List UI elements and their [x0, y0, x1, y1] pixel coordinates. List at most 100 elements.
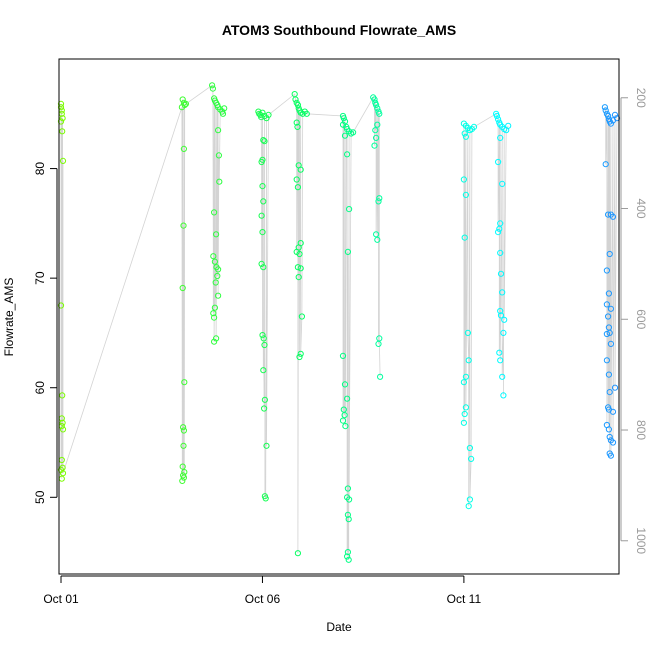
series-trace	[604, 107, 618, 456]
data-point	[606, 389, 613, 396]
data-point	[499, 373, 506, 380]
data-point	[374, 236, 381, 243]
chart-title: ATOM3 Southbound Flowrate_AMS	[222, 22, 456, 38]
data-point	[59, 128, 66, 135]
data-point	[605, 290, 613, 297]
data-point	[260, 137, 267, 144]
data-point	[497, 270, 505, 277]
data-point	[371, 96, 378, 103]
data-point	[59, 419, 66, 426]
y2-tick-label: 600	[634, 309, 648, 329]
data-point	[59, 115, 66, 122]
y-tick-label: 70	[33, 271, 47, 285]
data-point	[497, 312, 505, 319]
x-tick-label: Oct 11	[447, 592, 482, 606]
data-point	[605, 112, 612, 120]
data-point	[59, 426, 67, 433]
data-point	[211, 258, 218, 265]
data-point	[294, 264, 301, 271]
data-point	[373, 101, 380, 109]
data-point	[297, 265, 304, 272]
data-point	[495, 158, 502, 166]
data-point	[265, 111, 272, 119]
data-point	[607, 305, 615, 312]
data-point	[350, 129, 357, 136]
data-point	[497, 307, 504, 315]
data-point	[179, 96, 186, 103]
data-point	[341, 132, 349, 139]
data-point	[611, 111, 619, 119]
data-point	[179, 284, 186, 292]
y-tick-label: 60	[33, 381, 47, 395]
data-point	[371, 142, 378, 149]
data-point	[505, 122, 512, 129]
x-axis: Oct 01 Oct 06 Oct 11	[43, 575, 482, 606]
x-tick-label: Oct 01	[43, 592, 79, 606]
data-point	[605, 371, 613, 378]
data-point	[57, 302, 65, 309]
y2-tick-label: 200	[634, 88, 648, 108]
data-point	[339, 417, 347, 424]
data-point	[258, 158, 265, 166]
data-point	[496, 349, 503, 356]
data-point	[345, 556, 352, 563]
data-point	[466, 496, 473, 503]
data-point	[344, 248, 351, 255]
data-point	[303, 110, 310, 117]
data-point	[340, 115, 347, 122]
series-trace	[463, 113, 509, 507]
data-point	[501, 316, 508, 323]
data-point	[345, 516, 352, 523]
data-point	[461, 410, 468, 418]
data-point	[261, 138, 268, 145]
data-point	[57, 118, 65, 125]
data-point	[180, 222, 187, 229]
data-point	[179, 463, 186, 470]
data-point	[603, 301, 611, 308]
y2-axis: 200 400 600 800 1000	[620, 88, 648, 554]
data-point	[373, 231, 380, 238]
data-point	[605, 313, 612, 320]
data-point	[607, 340, 615, 347]
data-point	[609, 439, 617, 446]
data-point	[211, 209, 218, 216]
data-point	[468, 455, 475, 462]
data-point	[260, 198, 267, 205]
data-point	[374, 121, 381, 128]
data-point	[344, 553, 351, 560]
y2-tick-label: 400	[634, 199, 648, 219]
data-point	[461, 234, 468, 241]
data-point	[293, 176, 300, 183]
data-point	[260, 264, 267, 271]
x-tick-label: Oct 06	[245, 592, 281, 606]
data-point	[296, 353, 303, 361]
data-point	[344, 549, 351, 556]
data-point	[57, 466, 65, 473]
data-point	[209, 85, 216, 92]
data-point	[342, 423, 349, 430]
data-point	[180, 145, 187, 152]
y-tick-label: 50	[33, 490, 47, 504]
data-point	[221, 105, 228, 112]
data-point	[499, 289, 506, 296]
data-point	[601, 104, 609, 111]
data-point	[180, 427, 187, 434]
data-point	[59, 157, 67, 164]
data-point	[377, 373, 384, 380]
y-tick-label: 80	[33, 162, 47, 176]
data-point	[493, 112, 500, 120]
data-point	[295, 274, 302, 281]
data-point	[292, 96, 299, 103]
data-point	[209, 82, 216, 89]
data-point	[259, 332, 266, 339]
data-point	[373, 134, 380, 141]
data-point	[376, 195, 383, 202]
plot-box	[58, 58, 620, 575]
data-point	[259, 229, 266, 236]
y2-tick-label: 1000	[634, 527, 648, 554]
data-point	[258, 260, 265, 267]
data-point	[260, 335, 267, 342]
data-point	[602, 107, 609, 114]
data-point	[375, 198, 382, 205]
